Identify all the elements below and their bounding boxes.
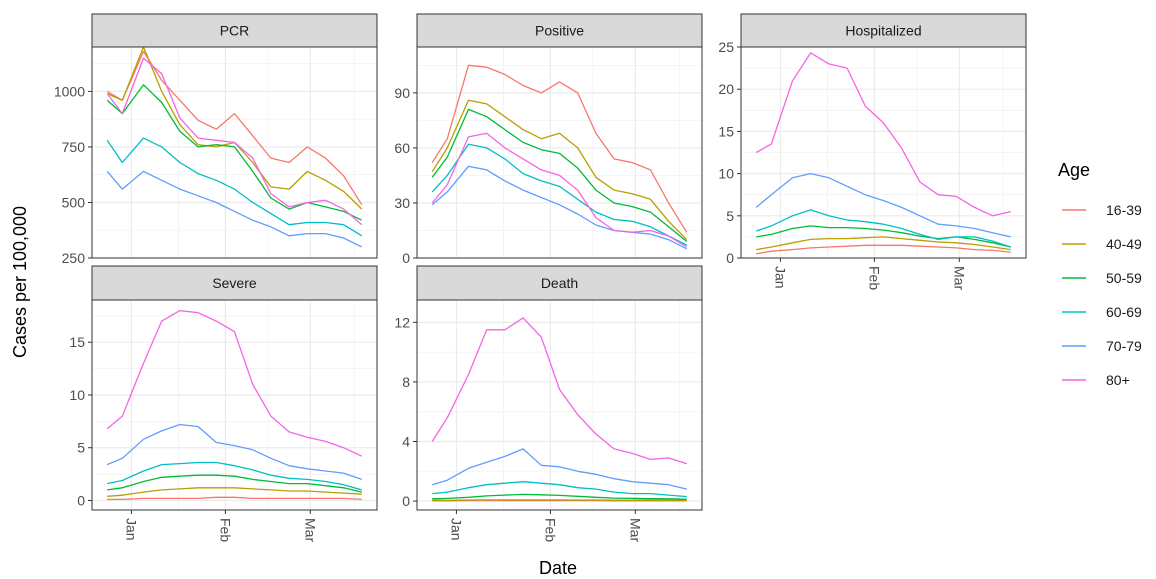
panel-background — [417, 47, 702, 258]
facet-strip — [416, 13, 703, 48]
series-line-80+ — [755, 52, 1011, 217]
panel-border — [91, 299, 378, 511]
y-tick-label: 15 — [718, 123, 734, 139]
y-tick-label: 12 — [394, 314, 410, 330]
panel-death: Death 0 4 8 12 Jan Feb Mar — [394, 265, 703, 542]
series-line-40-49 — [431, 99, 688, 241]
y-tick-label: 90 — [394, 85, 410, 101]
panel-positive: Positive 0 30 60 90 — [394, 13, 703, 266]
series-line-50-59 — [432, 493, 687, 500]
facet-strip-label: Death — [541, 275, 578, 291]
series-line-16-39 — [107, 496, 362, 501]
panel-background — [417, 300, 702, 510]
y-tick-label: 5 — [726, 208, 734, 224]
series-line-70-79 — [755, 172, 1011, 238]
y-tick-label: 0 — [726, 250, 734, 266]
panel-severe: Severe 0 5 10 15 Jan Feb Mar — [69, 265, 378, 542]
series-line-50-59 — [106, 84, 363, 221]
facet-strip-label: Hospitalized — [845, 23, 921, 39]
facet-strip-label: Positive — [535, 23, 584, 39]
legend-label-60-69: 60-69 — [1106, 304, 1142, 320]
panel-hospitalized: Hospitalized 0 5 10 15 20 25 Jan Feb Mar — [718, 13, 1027, 290]
y-tick-label: 15 — [69, 334, 85, 350]
x-tick-label: Feb — [217, 518, 233, 542]
y-tick-label: 250 — [62, 250, 86, 266]
legend-label-16-39: 16-39 — [1106, 202, 1142, 218]
facet-strip — [416, 265, 703, 301]
series-line-80+ — [431, 317, 688, 465]
series-line-70-79 — [106, 423, 363, 481]
x-tick-label: Mar — [302, 518, 318, 542]
facet-strip — [740, 13, 1027, 48]
y-tick-label: 500 — [62, 194, 86, 210]
x-tick-label: Jan — [123, 518, 139, 541]
y-tick-label: 8 — [402, 374, 410, 390]
series-line-60-69 — [755, 209, 1012, 248]
series-line-80+ — [106, 309, 363, 457]
series-line-50-59 — [107, 474, 362, 493]
legend-entries: 16-39 40-49 50-59 60-69 70-79 80+ — [1062, 202, 1142, 388]
series-line-70-79 — [432, 448, 687, 490]
y-tick-label: 25 — [718, 39, 734, 55]
x-tick-label: Jan — [448, 518, 464, 541]
facet-strip — [91, 265, 378, 301]
panel-background — [92, 47, 377, 258]
y-tick-label: 0 — [402, 250, 410, 266]
panel-border — [416, 46, 703, 259]
legend: Age 16-39 40-49 50-59 60-69 70-79 80+ — [1058, 160, 1142, 388]
series-line-60-69 — [106, 137, 363, 237]
x-tick-label: Jan — [772, 266, 788, 289]
legend-label-40-49: 40-49 — [1106, 236, 1142, 252]
facet-strip — [91, 13, 378, 48]
panel-background — [92, 300, 377, 510]
panel-pcr: PCR 250 500 750 1000 — [54, 13, 378, 266]
series-line-50-59 — [756, 225, 1011, 248]
y-tick-label: 1000 — [54, 83, 85, 99]
series-line-60-69 — [432, 481, 687, 498]
x-tick-label: Feb — [542, 518, 558, 542]
panel-border — [740, 46, 1027, 259]
series-line-60-69 — [431, 143, 688, 246]
y-axis-title: Cases per 100,000 — [10, 206, 30, 358]
y-tick-label: 750 — [62, 139, 86, 155]
x-tick-label: Mar — [627, 518, 643, 542]
panels-layer: PCR2505007501000Positive0306090Hospitali… — [54, 13, 1027, 542]
legend-title: Age — [1058, 160, 1090, 180]
series-line-80+ — [106, 57, 363, 226]
y-tick-label: 60 — [394, 140, 410, 156]
series-line-50-59 — [431, 108, 688, 243]
facet-strip-label: PCR — [220, 23, 250, 39]
y-tick-label: 20 — [718, 81, 734, 97]
series-line-16-39 — [756, 244, 1011, 255]
series-line-70-79 — [431, 165, 688, 250]
facet-strip-label: Severe — [212, 275, 257, 291]
legend-label-80+: 80+ — [1106, 372, 1130, 388]
y-tick-label: 10 — [69, 387, 85, 403]
series-line-16-39 — [431, 64, 688, 233]
y-tick-label: 0 — [77, 493, 85, 509]
panel-border — [91, 46, 378, 259]
x-tick-label: Feb — [866, 266, 882, 290]
series-line-40-49 — [107, 487, 362, 497]
y-tick-label: 0 — [402, 493, 410, 509]
series-line-70-79 — [106, 170, 363, 248]
legend-label-70-79: 70-79 — [1106, 338, 1142, 354]
series-line-40-49 — [756, 236, 1011, 251]
panel-border — [416, 299, 703, 511]
y-tick-label: 30 — [394, 195, 410, 211]
series-line-80+ — [431, 132, 688, 248]
y-tick-label: 10 — [718, 166, 734, 182]
legend-label-50-59: 50-59 — [1106, 270, 1142, 286]
y-tick-label: 4 — [402, 433, 410, 449]
series-line-60-69 — [107, 461, 362, 491]
x-axis-title: Date — [539, 558, 577, 578]
x-tick-label: Mar — [951, 266, 967, 290]
y-tick-label: 5 — [77, 440, 85, 456]
